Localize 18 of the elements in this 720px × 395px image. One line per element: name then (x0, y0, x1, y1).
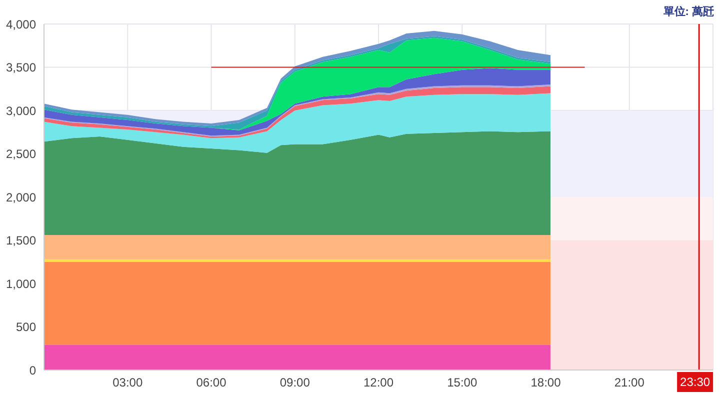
x-tick-label: 06:00 (196, 376, 227, 390)
x-tick-label: 09:00 (280, 376, 310, 390)
x-tick-label: 03:00 (112, 376, 143, 390)
y-tick-label: 2,000 (6, 190, 36, 204)
y-tick-label: 2,500 (6, 147, 36, 162)
x-tick-label: 15:00 (447, 376, 478, 390)
text: 單位: 萬瓩 (663, 4, 714, 19)
y-tick-label: 3,000 (6, 104, 36, 118)
y-tick-label: 4,000 (6, 17, 36, 32)
ref-line-label: 23:30 (680, 375, 710, 389)
y-tick-label: 1,500 (6, 234, 36, 248)
x-tick-label: 21:00 (614, 376, 645, 390)
y-tick-label: 1,000 (6, 276, 36, 291)
y-tick-label: 3,500 (6, 60, 36, 75)
y-tick-label: 500 (16, 320, 36, 334)
y-tick-label: 0 (29, 363, 36, 378)
x-tick-label: 12:00 (363, 376, 394, 390)
x-tick-label: 18:00 (530, 376, 562, 390)
